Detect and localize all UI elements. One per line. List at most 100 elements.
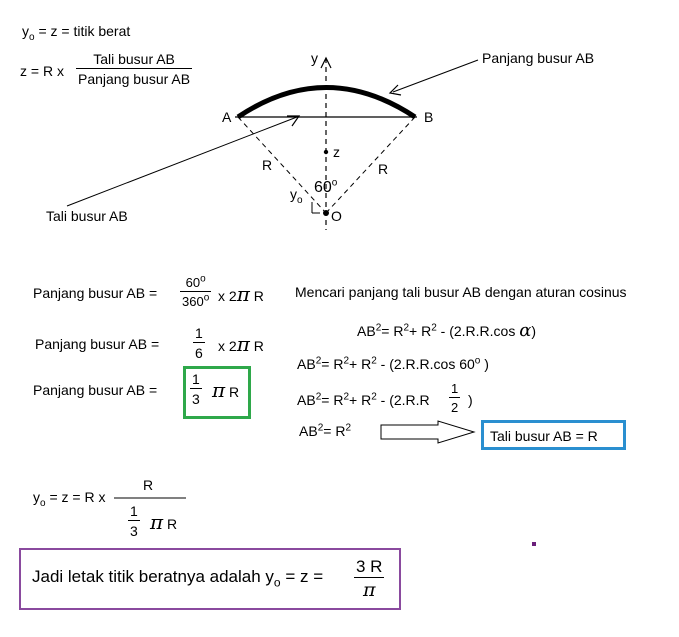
final-den-r: R: [167, 516, 178, 532]
eq2-cos: - (2.R.R.cos 60: [380, 356, 475, 372]
sq: 2: [343, 391, 349, 403]
pi-symbol: π: [212, 378, 226, 402]
row3-num: 1: [190, 371, 202, 389]
label-z: z: [333, 144, 340, 160]
eq3-r2: + R: [349, 392, 372, 408]
conclusion-label: Jadi letak titik beratnya adalah y: [32, 567, 274, 586]
row3-fraction: 1 3: [190, 372, 202, 406]
label-y0: yo: [290, 186, 303, 205]
cosine-eq4: AB2= R2: [299, 422, 351, 439]
eq1-ab: AB: [357, 323, 376, 339]
conclusion-eq: = z =: [280, 567, 324, 586]
sq: 2: [375, 322, 382, 334]
result-box-green: [183, 366, 251, 419]
eq2-degree: o: [474, 355, 481, 367]
eq3-close: ): [468, 392, 473, 408]
y0-subscript: o: [40, 497, 46, 509]
row2-rest-pre: x 2: [218, 338, 237, 354]
row1-label: Panjang busur AB =: [33, 285, 158, 301]
alpha-symbol: α: [519, 320, 532, 341]
callout-arc-arrow: [388, 84, 402, 96]
eq2-r2: + R: [349, 356, 372, 372]
row3-rest-r: R: [229, 384, 240, 400]
final-den-fraction: 1 3: [128, 504, 140, 538]
y0-subscript: o: [29, 31, 35, 43]
label-y0-sub: o: [297, 194, 303, 206]
radius-right: [325, 116, 416, 214]
eq2-r: = R: [321, 356, 344, 372]
eq3-fraction: 1 2: [449, 381, 461, 415]
cosine-eq2: AB2= R2+ R2 - (2.R.R.cos 60o ): [297, 355, 489, 372]
final-den-rest: π R: [150, 512, 177, 532]
y-axis-arrow: [320, 56, 332, 69]
row2-rest: x 2π R: [218, 334, 264, 354]
callout-arc-label: Panjang busur AB: [482, 50, 595, 66]
label-y0-symbol: y: [290, 186, 297, 202]
row1-rest: x 2π R: [218, 284, 264, 304]
final-den-den: 3: [130, 523, 138, 539]
sq: 2: [403, 322, 409, 334]
row2-fraction: 1 6: [193, 326, 205, 360]
row3-label: Panjang busur AB =: [33, 382, 158, 398]
eq1-r2: + R: [409, 323, 432, 339]
eq3-r: = R: [321, 392, 344, 408]
row1-num-value: 60: [185, 275, 201, 290]
label-a: A: [222, 109, 232, 125]
eq4-r: = R: [323, 423, 346, 439]
label-o: O: [331, 208, 342, 224]
conclusion-box: [19, 548, 401, 610]
arc-ab: [236, 85, 417, 120]
y0-symbol: y: [33, 489, 40, 505]
angle-value: 60: [314, 179, 332, 196]
row1-num: 60o: [180, 273, 212, 292]
sq: 2: [317, 422, 324, 434]
sq: 2: [431, 322, 437, 334]
pi-symbol: π: [150, 510, 164, 534]
callout-chord-line: [66, 116, 298, 207]
stray-dot: [532, 542, 536, 546]
cosine-eq3: AB2= R2+ R2 - (2.R.R: [297, 391, 430, 408]
titik-berat-line: yo = z = titik berat: [22, 24, 130, 42]
eq2-ab: AB: [297, 356, 316, 372]
conclusion-den-pi: π: [362, 579, 376, 601]
cosine-heading: Mencari panjang tali busur AB dengan atu…: [295, 284, 627, 300]
eq1-cos: - (2.R.R.cos: [440, 323, 516, 339]
eq3-num: 1: [449, 381, 461, 398]
angle-degree: o: [331, 177, 338, 189]
row1-fraction: 60o 360o: [180, 273, 212, 308]
final-eq-text: = z = R x: [49, 489, 106, 505]
eq3-ab: AB: [297, 392, 316, 408]
row2-rest-post: R: [253, 338, 264, 354]
final-frac-num: R: [143, 477, 154, 493]
center-point-o: [323, 210, 329, 216]
eq3-product: - (2.R.R: [380, 392, 430, 408]
label-b: B: [424, 109, 434, 125]
row2-den: 6: [195, 345, 203, 361]
eq3-den: 2: [451, 400, 459, 415]
z-formula-prefix: z = R x: [20, 63, 64, 79]
row3-rest: π R: [212, 380, 239, 400]
label-r-right: R: [378, 161, 389, 177]
fraction-denominator: Panjang busur AB: [78, 71, 191, 87]
pi-symbol: π: [236, 332, 250, 356]
row2-num: 1: [193, 325, 205, 343]
sq: 2: [343, 355, 349, 367]
eq4-ab: AB: [299, 423, 318, 439]
eq1-close: ): [531, 323, 537, 339]
implies-arrow: [380, 420, 476, 444]
row1-num-degree: o: [200, 273, 206, 285]
label-y: y: [311, 50, 318, 66]
row2-label: Panjang busur AB =: [35, 336, 160, 352]
fraction-numerator: Tali busur AB: [76, 52, 193, 69]
final-equation: yo = z = R x: [33, 489, 106, 508]
angle-label: 60o: [314, 177, 338, 196]
conclusion-fraction: 3 R π: [354, 558, 385, 601]
sq: 2: [315, 355, 322, 367]
callout-chord-arrow: [287, 115, 301, 127]
centroid-point: [323, 149, 329, 155]
sq: 2: [345, 422, 351, 434]
conclusion-sub: o: [273, 575, 281, 590]
row1-den-degree: o: [203, 292, 210, 304]
z-formula-fraction: Tali busur AB Panjang busur AB: [76, 52, 193, 87]
